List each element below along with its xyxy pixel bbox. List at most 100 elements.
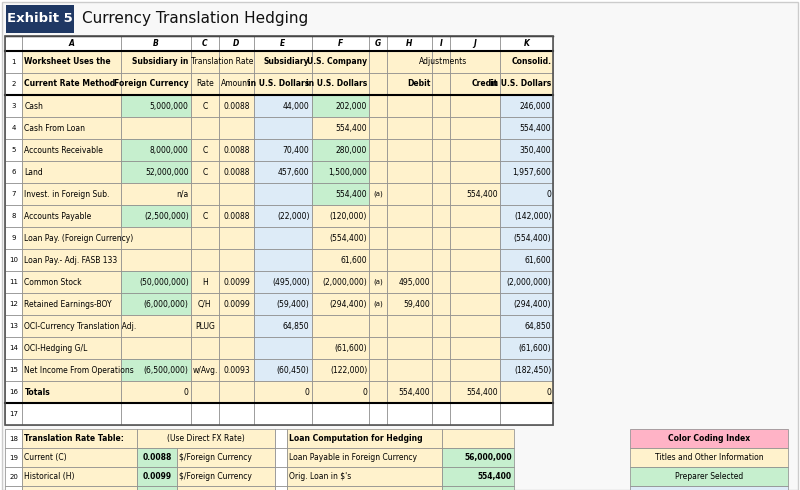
Bar — [190, 337, 219, 359]
Bar — [432, 161, 450, 183]
Bar — [450, 183, 499, 205]
Text: Loan Payable in Foreign Currency: Loan Payable in Foreign Currency — [289, 453, 417, 462]
Bar — [219, 315, 254, 337]
Text: (50,000,000): (50,000,000) — [139, 277, 189, 287]
Text: 554,400: 554,400 — [335, 123, 367, 132]
Bar — [5, 161, 22, 183]
Bar — [369, 73, 386, 95]
Bar — [121, 139, 190, 161]
Bar — [22, 139, 121, 161]
Text: 350,400: 350,400 — [520, 146, 551, 154]
Bar — [121, 249, 190, 271]
Bar — [386, 293, 432, 315]
Bar — [311, 73, 369, 95]
Bar — [499, 73, 554, 95]
Bar — [311, 51, 369, 73]
Text: B: B — [153, 39, 159, 48]
Text: 0.0088: 0.0088 — [142, 453, 172, 462]
Text: (294,400): (294,400) — [330, 299, 367, 309]
Bar — [219, 139, 254, 161]
Text: 6: 6 — [11, 169, 16, 175]
Bar — [22, 429, 137, 448]
Bar — [121, 403, 190, 425]
Text: (120,000): (120,000) — [330, 212, 367, 220]
Text: 0.0099: 0.0099 — [223, 277, 250, 287]
Text: H: H — [202, 277, 208, 287]
Bar — [386, 36, 432, 51]
Bar — [287, 486, 442, 490]
Text: (122,000): (122,000) — [330, 366, 367, 374]
Text: 11: 11 — [9, 279, 18, 285]
Bar — [386, 51, 432, 73]
Text: (61,600): (61,600) — [518, 343, 551, 352]
Bar — [450, 227, 499, 249]
Bar — [22, 95, 121, 117]
Bar — [287, 429, 442, 448]
Text: Invest. in Foreign Sub.: Invest. in Foreign Sub. — [24, 190, 110, 198]
Text: 554,400: 554,400 — [398, 388, 430, 396]
Bar — [450, 51, 499, 73]
Bar — [450, 271, 499, 293]
Bar — [190, 293, 219, 315]
Bar — [432, 117, 450, 139]
Bar — [219, 51, 254, 73]
Bar — [432, 359, 450, 381]
Text: D: D — [234, 39, 240, 48]
Text: (Use Direct FX Rate): (Use Direct FX Rate) — [167, 434, 245, 443]
Bar — [22, 249, 121, 271]
Text: 2: 2 — [11, 81, 16, 87]
Text: 0: 0 — [546, 190, 551, 198]
Bar — [121, 359, 190, 381]
Bar — [254, 403, 311, 425]
Bar — [311, 161, 369, 183]
Bar — [5, 205, 22, 227]
Text: Net Income From Operations: Net Income From Operations — [24, 366, 134, 374]
Bar — [432, 293, 450, 315]
Bar — [499, 315, 554, 337]
Bar — [311, 95, 369, 117]
Bar — [499, 249, 554, 271]
Bar — [5, 293, 22, 315]
Bar — [386, 161, 432, 183]
Text: 0.0088: 0.0088 — [223, 101, 250, 111]
Bar — [190, 36, 219, 51]
Text: 554,400: 554,400 — [335, 190, 367, 198]
Bar — [254, 205, 311, 227]
Bar — [5, 429, 22, 448]
Text: 554,400: 554,400 — [466, 388, 498, 396]
Bar — [219, 403, 254, 425]
Bar — [311, 271, 369, 293]
Bar — [219, 227, 254, 249]
Bar — [219, 359, 254, 381]
Text: Current Rate Method: Current Rate Method — [24, 79, 116, 89]
Bar — [22, 315, 121, 337]
Bar — [5, 315, 22, 337]
Bar — [499, 227, 554, 249]
Bar — [499, 117, 554, 139]
Text: C: C — [202, 146, 207, 154]
Bar — [450, 73, 499, 95]
Bar — [499, 293, 554, 315]
Bar — [450, 205, 499, 227]
Text: C: C — [202, 212, 207, 220]
Bar — [432, 73, 450, 95]
Bar — [386, 315, 432, 337]
Text: Orig. Loan in $'s: Orig. Loan in $'s — [289, 472, 351, 481]
Text: Historical (H): Historical (H) — [24, 472, 74, 481]
Bar — [499, 51, 554, 73]
Bar — [254, 51, 311, 73]
Text: 280,000: 280,000 — [336, 146, 367, 154]
Bar — [450, 161, 499, 183]
Bar — [450, 36, 499, 51]
Bar — [432, 249, 450, 271]
Bar — [219, 95, 254, 117]
Bar — [219, 293, 254, 315]
Bar — [311, 205, 369, 227]
Bar — [254, 117, 311, 139]
Text: Totals: Totals — [24, 388, 50, 396]
Bar — [386, 73, 432, 95]
Bar — [369, 95, 386, 117]
Text: Adjustments: Adjustments — [419, 57, 467, 67]
Bar — [499, 139, 554, 161]
Bar — [254, 95, 311, 117]
